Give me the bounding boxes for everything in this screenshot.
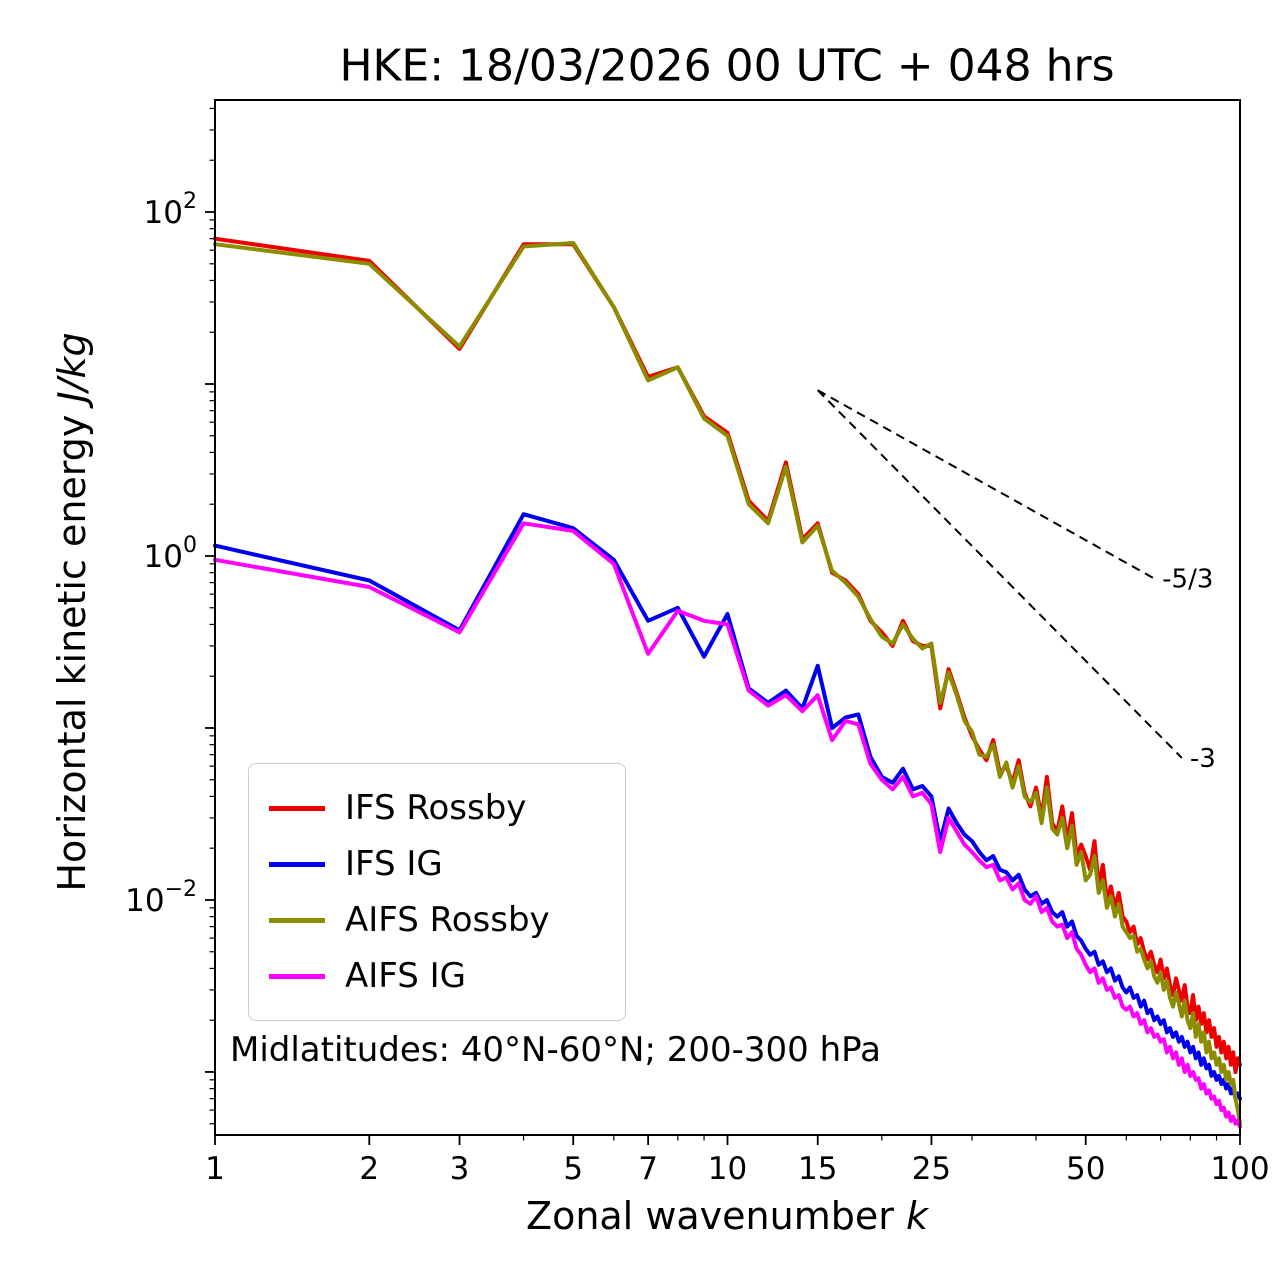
svg-text:-5/3: -5/3 (1162, 564, 1213, 594)
legend-line-swatch-ifs-rossby (269, 805, 325, 811)
legend-item-aifs-rossby: AIFS Rossby (269, 892, 609, 948)
legend-item-aifs-ig: AIFS IG (269, 948, 609, 1004)
svg-text:15: 15 (798, 1151, 837, 1187)
annotation-midlatitudes: Midlatitudes: 40°N-60°N; 200-300 hPa (230, 1030, 881, 1070)
svg-text:2: 2 (359, 1151, 379, 1187)
y-axis-label-units: J/kg (50, 332, 94, 403)
svg-text:7: 7 (638, 1151, 658, 1187)
svg-text:3: 3 (450, 1151, 470, 1187)
svg-text:10: 10 (708, 1151, 747, 1187)
svg-text:5: 5 (563, 1151, 583, 1187)
x-axis-label-text: Zonal wavenumber (526, 1194, 906, 1238)
legend-line-swatch-aifs-rossby (269, 917, 325, 923)
x-axis-label: Zonal wavenumber k (526, 1194, 928, 1238)
svg-text:102: 102 (144, 189, 197, 231)
svg-text:50: 50 (1066, 1151, 1105, 1187)
y-axis-label: Horizontal kinetic energy J/kg (50, 332, 94, 891)
legend-line-swatch-aifs-ig (269, 973, 325, 979)
legend-label-ifs-ig: IFS IG (345, 844, 443, 884)
legend-item-ifs-rossby: IFS Rossby (269, 780, 609, 836)
legend: IFS Rossby IFS IG AIFS Rossby AIFS IG (248, 763, 626, 1021)
x-axis-label-symbol: k (905, 1194, 928, 1238)
svg-text:-3: -3 (1190, 744, 1216, 774)
svg-text:10−2: 10−2 (125, 877, 197, 919)
svg-text:100: 100 (1210, 1151, 1269, 1187)
y-axis-label-text: Horizontal kinetic energy (50, 402, 94, 892)
svg-text:100: 100 (144, 533, 197, 575)
chart-title: HKE: 18/03/2026 00 UTC + 048 hrs (339, 40, 1115, 92)
legend-label-aifs-ig: AIFS IG (345, 956, 467, 996)
svg-text:25: 25 (912, 1151, 951, 1187)
legend-line-swatch-ifs-ig (269, 861, 325, 867)
svg-text:1: 1 (205, 1151, 225, 1187)
legend-item-ifs-ig: IFS IG (269, 836, 609, 892)
legend-label-aifs-rossby: AIFS Rossby (345, 900, 550, 940)
legend-label-ifs-rossby: IFS Rossby (345, 788, 527, 828)
